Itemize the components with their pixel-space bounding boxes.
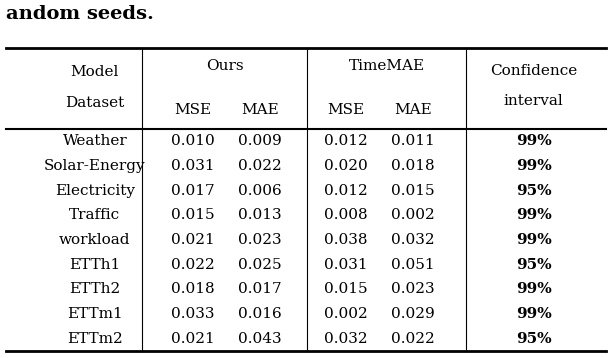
Text: ETTm2: ETTm2 <box>67 332 123 345</box>
Text: 0.017: 0.017 <box>238 282 282 296</box>
Text: MSE: MSE <box>174 102 211 117</box>
Text: 0.022: 0.022 <box>391 332 435 345</box>
Text: 0.002: 0.002 <box>391 208 435 222</box>
Text: 0.017: 0.017 <box>171 184 215 198</box>
Text: 0.015: 0.015 <box>171 208 215 222</box>
Text: 0.032: 0.032 <box>324 332 368 345</box>
Text: Model: Model <box>70 66 119 79</box>
Text: 0.033: 0.033 <box>171 307 215 321</box>
Text: 0.015: 0.015 <box>324 282 368 296</box>
Text: 0.021: 0.021 <box>171 233 215 247</box>
Text: ETTm1: ETTm1 <box>67 307 123 321</box>
Text: 0.032: 0.032 <box>391 233 435 247</box>
Text: 99%: 99% <box>516 307 551 321</box>
Text: ETTh1: ETTh1 <box>69 257 121 271</box>
Text: 0.023: 0.023 <box>238 233 282 247</box>
Text: 0.023: 0.023 <box>391 282 435 296</box>
Text: 0.022: 0.022 <box>171 257 215 271</box>
Text: 0.031: 0.031 <box>324 257 368 271</box>
Text: andom seeds.: andom seeds. <box>6 5 154 23</box>
Text: Confidence: Confidence <box>490 64 577 78</box>
Text: 0.051: 0.051 <box>391 257 435 271</box>
Text: 99%: 99% <box>516 208 551 222</box>
Text: Electricity: Electricity <box>55 184 135 198</box>
Text: 99%: 99% <box>516 134 551 148</box>
Text: MAE: MAE <box>241 102 279 117</box>
Text: 95%: 95% <box>516 332 551 345</box>
Text: TimeMAE: TimeMAE <box>349 59 425 73</box>
Text: 0.031: 0.031 <box>171 159 215 173</box>
Text: 95%: 95% <box>516 184 551 198</box>
Text: 0.025: 0.025 <box>238 257 282 271</box>
Text: 0.043: 0.043 <box>238 332 282 345</box>
Text: 95%: 95% <box>516 257 551 271</box>
Text: Solar-Energy: Solar-Energy <box>44 159 146 173</box>
Text: interval: interval <box>504 94 564 108</box>
Text: 99%: 99% <box>516 282 551 296</box>
Text: 0.012: 0.012 <box>324 134 368 148</box>
Text: 0.002: 0.002 <box>324 307 368 321</box>
Text: workload: workload <box>59 233 130 247</box>
Text: 0.006: 0.006 <box>238 184 282 198</box>
Text: MAE: MAE <box>394 102 432 117</box>
Text: 99%: 99% <box>516 159 551 173</box>
Text: 0.015: 0.015 <box>391 184 435 198</box>
Text: Dataset: Dataset <box>65 96 124 110</box>
Text: 0.011: 0.011 <box>391 134 435 148</box>
Text: MSE: MSE <box>327 102 364 117</box>
Text: 0.029: 0.029 <box>391 307 435 321</box>
Text: Weather: Weather <box>62 134 127 148</box>
Text: 0.008: 0.008 <box>324 208 368 222</box>
Text: 0.013: 0.013 <box>238 208 282 222</box>
Text: 0.020: 0.020 <box>324 159 368 173</box>
Text: 0.010: 0.010 <box>171 134 215 148</box>
Text: 99%: 99% <box>516 233 551 247</box>
Text: 0.016: 0.016 <box>238 307 282 321</box>
Text: Ours: Ours <box>206 59 244 73</box>
Text: 0.038: 0.038 <box>324 233 368 247</box>
Text: 0.009: 0.009 <box>238 134 282 148</box>
Text: 0.018: 0.018 <box>171 282 215 296</box>
Text: 0.021: 0.021 <box>171 332 215 345</box>
Text: ETTh2: ETTh2 <box>69 282 121 296</box>
Text: 0.018: 0.018 <box>391 159 435 173</box>
Text: Traffic: Traffic <box>69 208 121 222</box>
Text: 0.022: 0.022 <box>238 159 282 173</box>
Text: 0.012: 0.012 <box>324 184 368 198</box>
